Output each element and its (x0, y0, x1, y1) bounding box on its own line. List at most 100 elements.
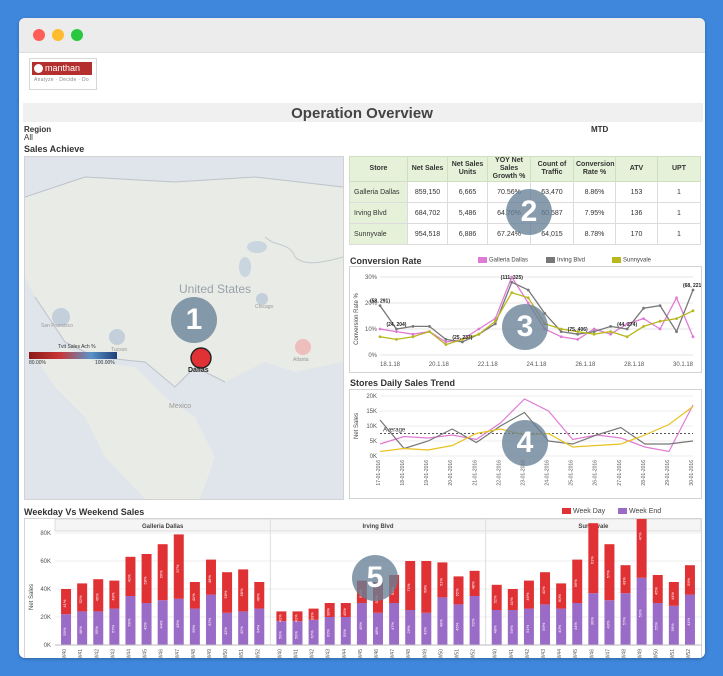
close-window-button[interactable] (33, 29, 45, 41)
conversion-legend-galleria[interactable]: Galleria Dallas (478, 257, 528, 264)
table-row[interactable]: Sunnyvale 954,518 6,886 67.24% 64,015 8.… (349, 223, 701, 245)
data-label: (75, 406) (568, 327, 588, 333)
table-cell: 8.86% (573, 181, 616, 203)
data-point (477, 327, 481, 331)
data-point (592, 327, 596, 331)
group-label: Galleria Dallas (142, 524, 184, 530)
table-cell: 170 (615, 223, 658, 245)
weekend-bar (276, 621, 287, 645)
weekday-bar (556, 583, 567, 609)
col-header-store[interactable]: Store (349, 156, 408, 182)
weekday-bar (222, 572, 233, 613)
weekday-pct-label: 71% (406, 583, 411, 591)
x-tick-label: 21-01-2016 (472, 460, 478, 486)
weekend-pct-label: 42% (223, 626, 228, 634)
conversion-legend-sunnyvale[interactable]: Sunnyvale (612, 257, 651, 264)
weekday-bar (189, 582, 200, 609)
dashboard: manthan Analyze · Decide · Do Operation … (19, 52, 705, 658)
sales-map[interactable]: United States San Francisco Tucson Chica… (24, 156, 344, 500)
weekday-bar (77, 583, 88, 612)
col-header-upt[interactable]: UPT (657, 156, 701, 182)
legend-week-end[interactable]: Week End (618, 508, 661, 515)
col-header-net-sales-units[interactable]: Net Sales Units (447, 156, 488, 182)
col-header-net-sales[interactable]: Net Sales (407, 156, 448, 182)
data-point (493, 319, 497, 323)
weekday-weekend-chart[interactable]: 0K 20K 40K 60K 80K Net Sales Galleria Dallas 59… (24, 491, 702, 658)
store-cell: Sunnyvale (349, 223, 408, 245)
y-tick-label: 0K (44, 643, 51, 649)
weekend-bar (389, 603, 400, 645)
table-cell: 8.78% (573, 223, 616, 245)
table-cell: 859,150 (407, 181, 448, 203)
store-cell: Galleria Dallas (349, 181, 408, 203)
x-tick-label: 19-01-2016 (424, 460, 430, 486)
weekend-pct-label: 59% (293, 631, 298, 639)
x-tick-label: WW47 (175, 649, 181, 658)
dallas-marker[interactable] (190, 347, 212, 369)
data-label: (44, 274) (617, 322, 637, 328)
weekday-pct-label: 56% (573, 579, 578, 587)
x-tick-label: WW49 (422, 649, 428, 658)
weekend-bar (421, 612, 432, 645)
weekend-bar (453, 604, 464, 645)
table-cell: 1 (657, 181, 701, 203)
y-tick-label: 20% (365, 301, 378, 307)
weekday-pct-label: 43% (622, 577, 627, 585)
y-axis-label: Net Sales (29, 584, 35, 610)
map-color-legend (29, 352, 117, 359)
x-tick-label: WW42 (525, 649, 531, 658)
col-header-traffic[interactable]: Count of Traffic (530, 156, 574, 182)
weekday-pct-label: 57% (605, 570, 610, 578)
weekday-bar (405, 561, 416, 610)
x-tick-label: WW46 (589, 649, 595, 658)
x-tick-label: WW45 (573, 649, 579, 658)
manthan-logo: manthan Analyze · Decide · Do (29, 58, 97, 90)
legend-week-day[interactable]: Week Day (562, 508, 605, 515)
group-label: Irving Blvd (362, 524, 393, 530)
x-tick-label: 22-01-2016 (496, 460, 502, 486)
weekday-pct-label: 51% (438, 577, 443, 585)
conversion-legend-irving[interactable]: Irving Blvd (546, 257, 585, 264)
data-point (378, 335, 382, 339)
data-point (378, 304, 382, 307)
weekday-pct-label: 52% (78, 595, 83, 603)
data-point (592, 332, 596, 336)
table-cell: 153 (615, 181, 658, 203)
weekday-bar (157, 544, 168, 601)
weekend-bar (668, 605, 679, 645)
weekend-bar (292, 621, 303, 645)
callout-badge-5: 5 (352, 555, 398, 601)
col-header-conversion[interactable]: Conversion Rate % (573, 156, 616, 182)
weekend-bar (373, 612, 383, 645)
conversion-chart[interactable]: 0% 10% 20% 30% Conversion Rate % 18.1.18 20.1.… (349, 266, 703, 373)
weekday-bar (340, 603, 351, 617)
weekend-pct-label: 42% (143, 622, 148, 630)
weekend-pct-label: 52% (207, 617, 212, 625)
table-cell: 684,702 (407, 202, 448, 224)
map-legend-min: 80.00% (29, 360, 46, 366)
weekend-pct-label: 47% (390, 622, 395, 630)
weekend-pct-label: 48% (493, 625, 498, 633)
weekday-bar (604, 544, 615, 601)
x-tick-label: 17-01-2016 (376, 460, 382, 486)
col-header-yoy-growth[interactable]: YOY Net Sales Growth % (487, 156, 531, 182)
weekend-bar (141, 603, 152, 645)
weekday-pct-label: 58% (422, 584, 427, 592)
data-point (658, 319, 662, 323)
data-point (625, 335, 629, 339)
region-filter[interactable]: All (24, 133, 33, 142)
sales-achieve-title: Sales Achieve (24, 144, 85, 154)
col-header-atv[interactable]: ATV (615, 156, 658, 182)
kpi-table: Store Net Sales Net Sales Units YOY Net … (349, 156, 701, 245)
y-tick-label: 0% (368, 353, 377, 359)
daily-trend-chart[interactable]: 0K 5K 10K 15K 20K Net Sales Average 17-01-2016 1… (349, 389, 702, 499)
weekday-weekend-chart-svg: 0K 20K 40K 60K 80K Net Sales Galleria Dallas 59… (29, 491, 702, 658)
data-point (378, 327, 382, 331)
weekend-pct-label: 57% (110, 624, 115, 632)
data-point (675, 330, 678, 333)
weekday-bar (684, 565, 695, 595)
minimize-window-button[interactable] (52, 29, 64, 41)
weekday-bar (125, 556, 136, 596)
table-cell: 6,886 (447, 223, 488, 245)
maximize-window-button[interactable] (71, 29, 83, 41)
